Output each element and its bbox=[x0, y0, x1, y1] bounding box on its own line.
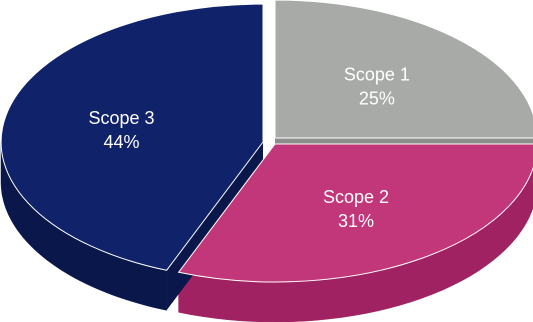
pie-slice-2 bbox=[177, 143, 533, 283]
pie-slice-3 bbox=[0, 3, 264, 271]
pie-slice-1 bbox=[274, 0, 533, 139]
pie-slice-value-3: 44% bbox=[103, 132, 139, 152]
pie-labels: Scope 1 25% Scope 2 31% Scope 3 44% bbox=[88, 64, 409, 231]
pie-slice-value-1: 25% bbox=[359, 88, 395, 108]
pie-slice-label-3: Scope 3 bbox=[88, 108, 154, 128]
pie-top-layer bbox=[0, 0, 533, 283]
pie-slice-label-1: Scope 1 bbox=[344, 64, 410, 84]
pie-slice-label-2: Scope 2 bbox=[323, 187, 389, 207]
pie-slice-value-2: 31% bbox=[338, 211, 374, 231]
